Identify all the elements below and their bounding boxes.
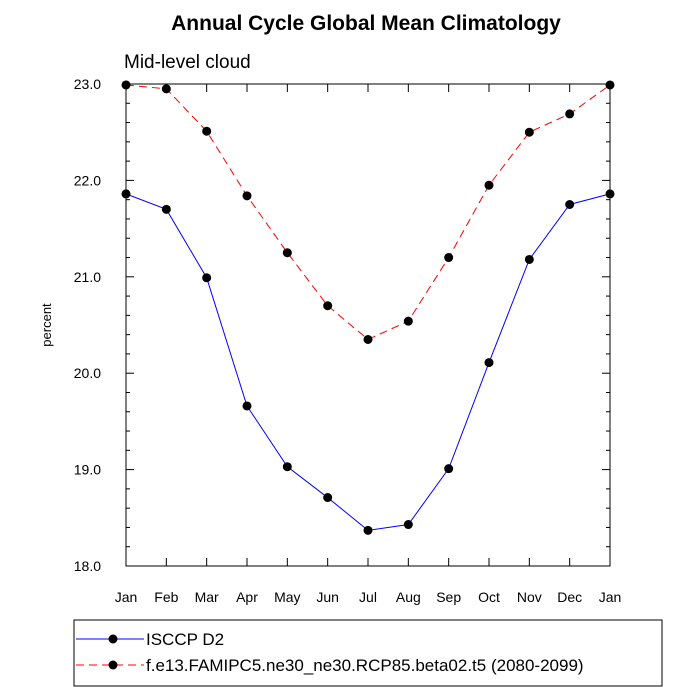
x-tick-label: Jul <box>359 589 377 605</box>
legend: ISCCP D2 f.e13.FAMIPC5.ne30_ne30.RCP85.be… <box>73 619 663 687</box>
chart-subtitle: Mid-level cloud <box>124 52 251 73</box>
legend-marker-0 <box>108 634 118 644</box>
x-tick-label: Jan <box>599 589 622 605</box>
y-axis-label: percent <box>39 303 54 347</box>
series-0-point <box>161 204 171 214</box>
series-1-point <box>202 126 212 136</box>
x-tick-label: Oct <box>478 589 500 605</box>
x-tick-label: Sep <box>436 589 461 605</box>
x-tick-labels: Jan Feb Mar Apr May Jun Jul Aug Sep Oct Nov Dec Jan <box>115 589 622 605</box>
y-tick-label: 21.0 <box>74 269 101 285</box>
series-1-point <box>565 109 575 119</box>
series-1-point <box>242 191 252 201</box>
series-0-point <box>403 520 413 530</box>
y-tick-label: 18.0 <box>74 558 101 574</box>
legend-marker-1 <box>108 660 118 670</box>
chart-title: Annual Cycle Global Mean Climatology <box>171 12 561 35</box>
series-line-0 <box>125 193 611 531</box>
series-0-point <box>605 189 615 199</box>
series-0-point <box>202 273 212 283</box>
series-line-1 <box>125 84 611 341</box>
series-layer <box>121 80 615 535</box>
series-1-point <box>605 80 615 90</box>
x-tick-label: Nov <box>517 589 542 605</box>
y-tick-label: 23.0 <box>74 76 101 92</box>
series-0-point <box>242 401 252 411</box>
legend-label-0: ISCCP D2 <box>146 630 224 649</box>
y-tick-label: 19.0 <box>74 462 101 478</box>
y-tick-label: 20.0 <box>74 365 101 381</box>
y-tick-labels: 18.0 19.0 20.0 21.0 22.0 23.0 <box>74 76 101 574</box>
series-0-point <box>282 462 292 472</box>
x-tick-label: Aug <box>396 589 421 605</box>
series-0-point <box>121 189 131 199</box>
legend-label-1: f.e13.FAMIPC5.ne30_ne30.RCP85.beta02.t5 … <box>146 656 584 675</box>
x-tick-label: Feb <box>154 589 178 605</box>
series-1-point <box>363 334 373 344</box>
series-0-point <box>484 358 494 368</box>
series-1-point <box>323 301 333 311</box>
axis-ticks <box>125 83 611 567</box>
series-0-point <box>565 200 575 209</box>
series-1-point <box>403 316 413 326</box>
series-0-point <box>444 464 454 474</box>
series-0-point <box>524 254 534 264</box>
series-1-point <box>484 180 494 190</box>
legend-box <box>73 619 663 687</box>
series-0-point <box>323 493 333 503</box>
x-tick-label: Apr <box>236 589 258 605</box>
series-0-point <box>363 525 373 535</box>
x-tick-label: Jan <box>115 589 138 605</box>
plot-frame <box>125 83 611 567</box>
x-tick-label: Mar <box>195 589 219 605</box>
series-1-point <box>282 248 292 258</box>
series-1-point <box>524 127 534 137</box>
x-tick-label: Dec <box>557 589 582 605</box>
x-tick-label: Jun <box>316 589 339 605</box>
series-1-point <box>121 80 131 90</box>
y-tick-label: 22.0 <box>74 172 101 188</box>
x-tick-label: May <box>274 589 300 605</box>
series-1-point <box>161 84 171 94</box>
series-1-point <box>444 253 454 263</box>
